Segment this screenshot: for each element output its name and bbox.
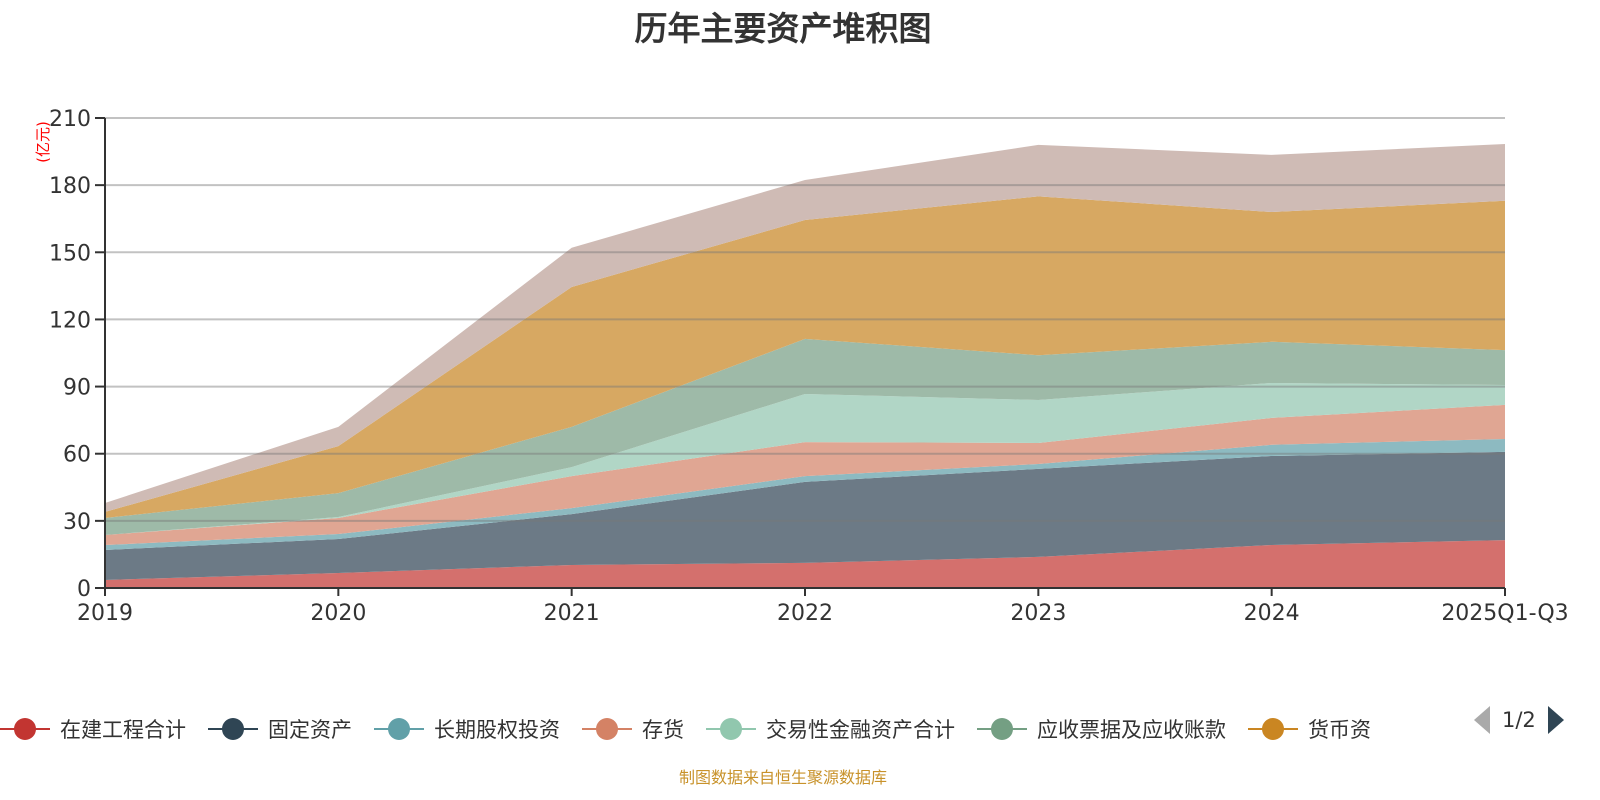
y-tick-label: 30	[63, 510, 91, 535]
area-series-5[interactable]	[105, 382, 1505, 535]
area-series	[105, 143, 1505, 588]
axes: 0 30 60 90 120 150 180 210 2019 2020 2021 2022 2023 2…	[49, 107, 1569, 626]
legend-label: 存货	[642, 718, 684, 742]
legend-label: 货币资	[1308, 718, 1371, 742]
y-tick-label: 210	[49, 107, 91, 132]
legend-item[interactable]: 存货	[582, 714, 684, 744]
area-series-2[interactable]	[105, 451, 1505, 580]
legend-next-page-icon[interactable]	[1547, 706, 1564, 734]
x-tick-label: 2022	[777, 601, 833, 626]
area-series-8[interactable]	[105, 143, 1505, 512]
legend-marker-icon	[208, 717, 258, 741]
legend-marker-icon	[0, 717, 50, 741]
y-tick-label: 120	[49, 308, 91, 333]
area-series-4[interactable]	[105, 404, 1505, 546]
y-axis-label: (亿元)	[34, 121, 52, 163]
x-tick-label: 2024	[1244, 601, 1300, 626]
legend-marker-icon	[977, 717, 1027, 741]
x-tick-label: 2020	[310, 601, 366, 626]
legend-pagination: 1/2	[1474, 706, 1564, 734]
area-series-3[interactable]	[105, 438, 1505, 550]
legend-item[interactable]: 长期股权投资	[374, 714, 560, 744]
legend-item[interactable]: 在建工程合计	[0, 714, 186, 744]
data-source-footer: 制图数据来自恒生聚源数据库	[678, 768, 887, 787]
legend-item[interactable]: 应收票据及应收账款	[977, 714, 1226, 744]
x-tick-label: 2025Q1-Q3	[1441, 601, 1568, 626]
legend-marker-icon	[706, 717, 756, 741]
legend-item[interactable]: 货币资	[1248, 714, 1371, 744]
chart-title: 历年主要资产堆积图	[634, 9, 932, 48]
y-tick-label: 90	[63, 376, 91, 401]
x-tick-label: 2021	[544, 601, 600, 626]
area-series-1[interactable]	[105, 540, 1505, 588]
legend-marker-icon	[582, 717, 632, 741]
y-tick-label: 180	[49, 174, 91, 199]
x-tick-label: 2023	[1010, 601, 1066, 626]
legend-marker-icon	[1248, 717, 1298, 741]
y-tick-label: 0	[77, 577, 91, 602]
legend: 在建工程合计 固定资产 长期股权投资 存货 交易性金融资产合计 应收票据及应收账款 货币资	[0, 712, 1393, 746]
y-tick-label: 150	[49, 241, 91, 266]
legend-label: 在建工程合计	[60, 718, 186, 742]
legend-page-indicator: 1/2	[1502, 708, 1536, 732]
y-tick-label: 60	[63, 443, 91, 468]
x-tick-label: 2019	[77, 601, 133, 626]
area-series-6[interactable]	[105, 338, 1505, 535]
legend-prev-page-icon[interactable]	[1474, 706, 1490, 734]
legend-label: 交易性金融资产合计	[766, 718, 955, 742]
legend-item[interactable]: 交易性金融资产合计	[706, 714, 955, 744]
legend-label: 固定资产	[268, 718, 352, 742]
legend-item[interactable]: 固定资产	[208, 714, 352, 744]
legend-label: 应收票据及应收账款	[1037, 718, 1226, 742]
area-series-7[interactable]	[105, 196, 1505, 518]
legend-marker-icon	[374, 717, 424, 741]
legend-label: 长期股权投资	[434, 718, 560, 742]
